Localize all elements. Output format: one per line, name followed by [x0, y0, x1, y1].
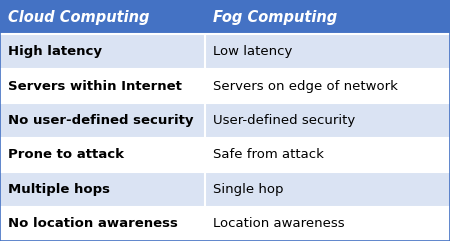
Text: Servers on edge of network: Servers on edge of network: [213, 80, 398, 93]
Text: User-defined security: User-defined security: [213, 114, 355, 127]
Text: No location awareness: No location awareness: [8, 217, 178, 230]
Text: Prone to attack: Prone to attack: [8, 148, 124, 161]
Bar: [0, 34, 450, 69]
Text: Servers within Internet: Servers within Internet: [8, 80, 182, 93]
Bar: [0, 172, 450, 207]
Text: Safe from attack: Safe from attack: [213, 148, 324, 161]
Text: Location awareness: Location awareness: [213, 217, 345, 230]
Text: Multiple hops: Multiple hops: [8, 183, 110, 196]
Text: High latency: High latency: [8, 45, 102, 58]
Bar: [0, 0, 450, 34]
Text: Fog Computing: Fog Computing: [213, 10, 337, 25]
Text: Low latency: Low latency: [213, 45, 292, 58]
Bar: [0, 69, 450, 103]
Bar: [0, 207, 450, 241]
Text: No user-defined security: No user-defined security: [8, 114, 193, 127]
Text: Cloud Computing: Cloud Computing: [8, 10, 149, 25]
Bar: [0, 138, 450, 172]
Text: Single hop: Single hop: [213, 183, 284, 196]
Bar: [0, 103, 450, 138]
